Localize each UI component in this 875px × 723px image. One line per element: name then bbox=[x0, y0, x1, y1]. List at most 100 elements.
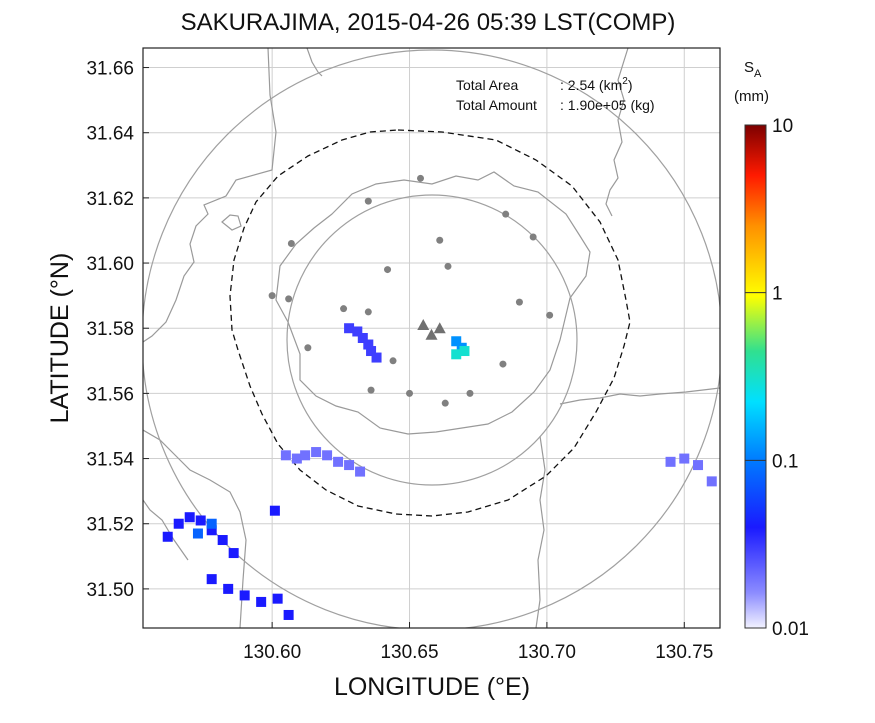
echo-cell-4-3 bbox=[195, 515, 206, 526]
colorbar-tick-label-2: 0.1 bbox=[772, 451, 798, 472]
x-axis: 130.60 130.65 130.70 130.75 bbox=[243, 622, 713, 663]
station-point-17 bbox=[367, 386, 375, 394]
echo-cell-3-5 bbox=[333, 456, 344, 467]
station-point-9 bbox=[285, 295, 293, 303]
station-point-7 bbox=[444, 262, 452, 270]
coastline-island-north bbox=[221, 214, 242, 231]
y-tick-label-4: 31.58 bbox=[86, 319, 134, 340]
station-point-8 bbox=[268, 292, 276, 300]
crater-marker-2 bbox=[433, 322, 446, 334]
station-point-19 bbox=[466, 389, 474, 397]
x-axis-label: LONGITUDE (°E) bbox=[334, 673, 530, 701]
coastline-west-bay bbox=[143, 499, 189, 561]
crater-markers bbox=[417, 318, 446, 340]
y-tick-label-6: 31.62 bbox=[86, 189, 134, 210]
coastline-north bbox=[143, 48, 277, 343]
echo-cell-0-4 bbox=[366, 346, 377, 357]
echo-cell-4-0 bbox=[162, 531, 173, 542]
station-point-5 bbox=[529, 233, 537, 241]
station-point-2 bbox=[502, 210, 510, 218]
total-area-close: ) bbox=[628, 77, 633, 93]
total-amount-label: Total Amount bbox=[456, 97, 537, 113]
coastline-south bbox=[535, 435, 546, 628]
coastline-east bbox=[605, 48, 629, 217]
station-point-15 bbox=[389, 357, 397, 365]
plot-area: Total Area : 2.54 (km2) Total Amount : 1… bbox=[142, 47, 721, 629]
echo-cell-3-4 bbox=[322, 450, 333, 461]
echo-cell-4-7 bbox=[269, 505, 280, 516]
colorbar: SA (mm) 10 1 0.1 0.01 bbox=[734, 59, 809, 640]
station-point-3 bbox=[287, 240, 295, 248]
colorbar-gradient bbox=[744, 124, 767, 629]
station-point-1 bbox=[364, 197, 372, 205]
echo-cell-3-1 bbox=[291, 453, 302, 464]
echo-cell-3-8 bbox=[665, 456, 676, 467]
crater-marker-1 bbox=[425, 328, 438, 340]
x-tick-label-3: 130.75 bbox=[655, 642, 713, 663]
total-area-number: : 2.54 (km bbox=[560, 77, 622, 93]
detection-boundary bbox=[229, 129, 631, 517]
echo-cell-5-0 bbox=[192, 528, 203, 539]
info-annotation: Total Area : 2.54 (km2) Total Amount : 1… bbox=[456, 76, 655, 113]
echo-cells bbox=[162, 323, 717, 620]
y-tick-label-0: 31.50 bbox=[86, 580, 134, 601]
y-tick-label-1: 31.52 bbox=[86, 515, 134, 536]
colorbar-tick-label-3: 0.01 bbox=[772, 619, 809, 640]
colorbar-tick-label-1: 1 bbox=[772, 284, 783, 305]
echo-cell-4-1 bbox=[173, 518, 184, 529]
echo-cell-4-2 bbox=[184, 512, 195, 523]
echo-cell-3-3 bbox=[311, 447, 322, 458]
echo-cell-0-0 bbox=[344, 323, 355, 334]
echo-cell-2-0 bbox=[451, 349, 462, 360]
station-markers bbox=[268, 174, 554, 407]
coastline-south-west bbox=[143, 429, 247, 628]
range-ring-inner bbox=[286, 194, 578, 486]
x-tick-label-2: 130.70 bbox=[518, 642, 576, 663]
chart-title: SAKURAJIMA, 2015-04-26 05:39 LST(COMP) bbox=[181, 9, 676, 36]
grid-lines bbox=[143, 48, 720, 628]
colorbar-title-main: S bbox=[744, 59, 754, 76]
range-ring-outer bbox=[143, 49, 720, 628]
echo-cell-0-3 bbox=[363, 339, 374, 350]
station-point-16 bbox=[499, 360, 507, 368]
coastline-south-east bbox=[559, 387, 720, 405]
coastline-north-east bbox=[306, 48, 323, 77]
total-area-superscript: 2 bbox=[622, 76, 628, 87]
echo-cell-3-2 bbox=[300, 450, 311, 461]
echo-cell-4-9 bbox=[223, 583, 234, 594]
colorbar-title: SA bbox=[744, 59, 762, 80]
station-point-14 bbox=[304, 344, 312, 352]
station-point-0 bbox=[417, 174, 425, 182]
echo-cell-4-10 bbox=[239, 590, 250, 601]
echo-cell-2-1 bbox=[459, 346, 470, 357]
station-point-6 bbox=[384, 266, 392, 274]
echo-cell-0-5 bbox=[371, 352, 382, 363]
y-tick-label-5: 31.60 bbox=[86, 254, 134, 275]
coastline-map bbox=[143, 48, 720, 628]
colorbar-unit: (mm) bbox=[734, 88, 769, 105]
station-point-10 bbox=[515, 298, 523, 306]
echo-cell-3-7 bbox=[355, 466, 366, 477]
colorbar-tick-label-0: 10 bbox=[772, 116, 793, 137]
y-tick-label-2: 31.54 bbox=[86, 450, 134, 471]
y-tick-label-7: 31.64 bbox=[86, 124, 134, 145]
station-point-18 bbox=[406, 389, 414, 397]
x-tick-label-0: 130.60 bbox=[243, 642, 301, 663]
echo-cell-0-2 bbox=[357, 333, 368, 343]
station-point-12 bbox=[364, 308, 372, 316]
station-point-4 bbox=[436, 236, 444, 244]
echo-cell-3-0 bbox=[280, 450, 291, 461]
echo-cell-0-1 bbox=[352, 326, 363, 337]
y-axis: 31.50 31.52 31.54 31.56 31.58 31.60 31.62 31.64… bbox=[86, 59, 149, 601]
station-point-11 bbox=[340, 305, 348, 313]
range-rings bbox=[143, 49, 720, 628]
colorbar-title-subscript: A bbox=[754, 68, 762, 80]
total-area-value: : 2.54 (km2) bbox=[560, 76, 632, 93]
total-area-label: Total Area bbox=[456, 77, 518, 93]
station-point-13 bbox=[546, 311, 554, 319]
x-tick-label-1: 130.65 bbox=[380, 642, 438, 663]
echo-cell-3-6 bbox=[344, 460, 355, 471]
echo-cell-4-5 bbox=[217, 535, 228, 546]
y-tick-label-3: 31.56 bbox=[86, 384, 134, 405]
